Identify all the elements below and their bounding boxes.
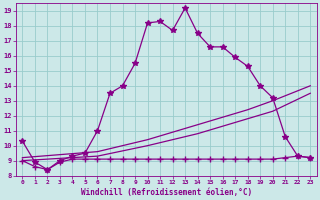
X-axis label: Windchill (Refroidissement éolien,°C): Windchill (Refroidissement éolien,°C) <box>81 188 252 197</box>
